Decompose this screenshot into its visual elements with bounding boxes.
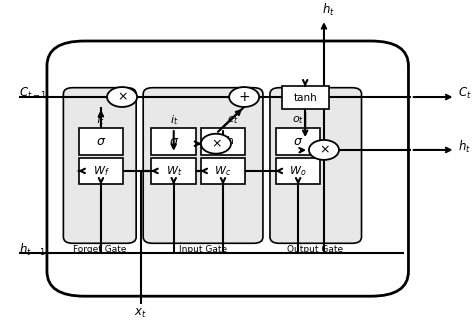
Text: Input Gate: Input Gate [179,245,228,254]
Text: tanh: tanh [211,136,235,146]
Bar [276,158,320,184]
Bar [151,158,196,184]
Bar [201,128,246,155]
Text: tanh: tanh [293,93,317,103]
Circle shape [107,87,137,107]
Bar [282,86,328,109]
Text: $+$: $+$ [238,90,250,104]
Text: $f_t$: $f_t$ [96,113,106,127]
Text: $W_f$: $W_f$ [92,164,109,178]
Text: $\times$: $\times$ [117,90,128,103]
FancyBboxPatch shape [47,41,409,296]
Text: $h_t$: $h_t$ [322,2,335,18]
Text: $\sigma$: $\sigma$ [169,135,179,148]
Bar [201,158,246,184]
Text: $W_t$: $W_t$ [165,164,182,178]
Text: $x_t$: $x_t$ [135,307,147,320]
Text: $C_t$: $C_t$ [458,86,472,101]
Text: $h_t$: $h_t$ [458,139,471,155]
FancyBboxPatch shape [270,88,362,243]
Text: $W_o$: $W_o$ [290,164,307,178]
Bar [151,128,196,155]
FancyBboxPatch shape [143,88,263,243]
Bar [79,158,123,184]
Text: $\times$: $\times$ [210,137,221,150]
Text: $c_t$: $c_t$ [227,114,238,126]
FancyBboxPatch shape [64,88,136,243]
Text: Output Gate: Output Gate [287,245,344,254]
Text: $W_c$: $W_c$ [214,164,232,178]
Bar [276,128,320,155]
Text: $i_t$: $i_t$ [170,113,178,127]
Text: $\sigma$: $\sigma$ [293,135,303,148]
Circle shape [229,87,259,107]
Text: Forget Gate: Forget Gate [73,245,127,254]
Text: $\times$: $\times$ [319,143,329,156]
Text: $o_t$: $o_t$ [292,114,304,126]
Text: $h_{t-1}$: $h_{t-1}$ [19,242,46,257]
Circle shape [309,140,339,160]
Text: $\sigma$: $\sigma$ [96,135,106,148]
Text: $C_{t-1}$: $C_{t-1}$ [19,86,47,101]
Bar [79,128,123,155]
Circle shape [201,134,231,154]
